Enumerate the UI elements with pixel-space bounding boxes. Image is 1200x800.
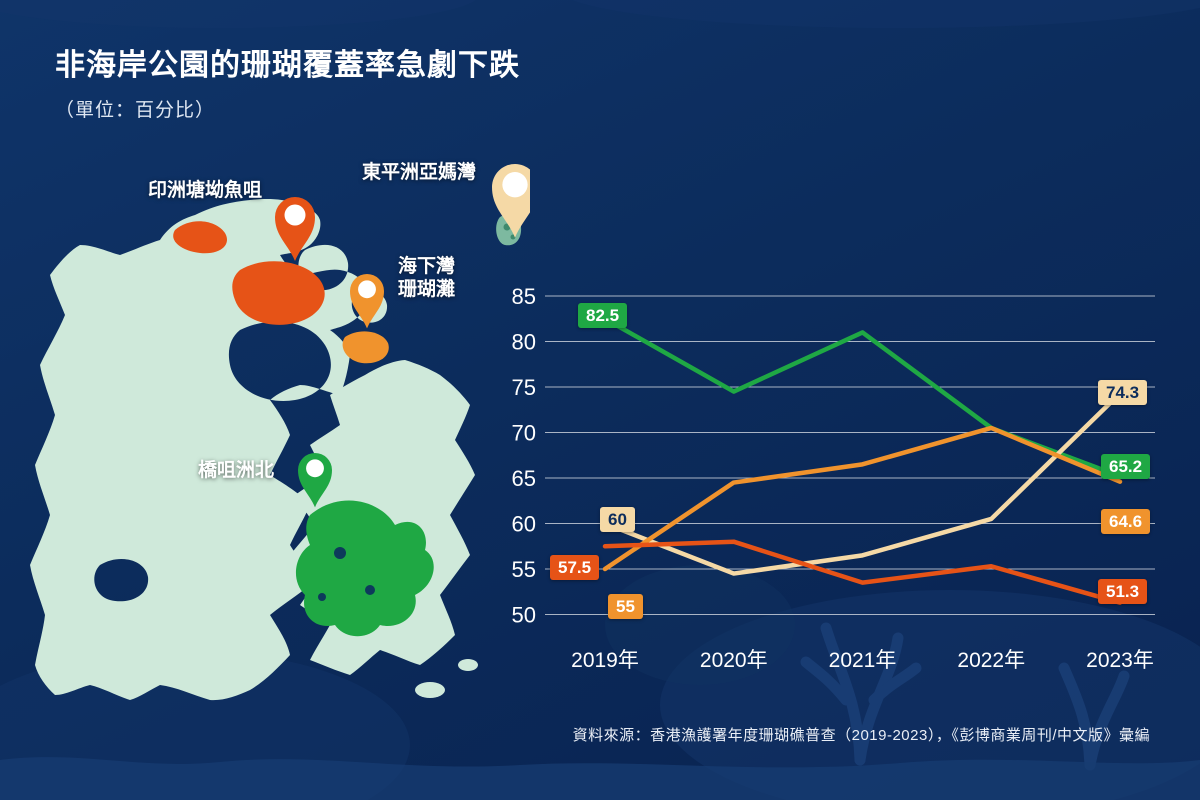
data-label-green-2019: 82.5 bbox=[578, 303, 628, 328]
y-tick-label: 85 bbox=[512, 285, 536, 309]
map-patch-green bbox=[295, 500, 434, 637]
pin-dot bbox=[284, 204, 306, 226]
pin-dot bbox=[358, 280, 376, 299]
map-patch-speckle bbox=[318, 593, 326, 601]
y-tick-label: 55 bbox=[512, 557, 536, 582]
series-line-印洲塘坳魚咀 bbox=[602, 539, 1123, 605]
map-label-hoi-ha-wan-line1: 海下灣 bbox=[398, 256, 456, 277]
map-pin-kiu-tsui-north bbox=[298, 453, 332, 508]
map-svg bbox=[30, 164, 530, 701]
pin-dot bbox=[306, 459, 324, 478]
chart-svg: 85 80 75 70 65 60 55 50 2019年 2020年 2021年 2022年 2023… bbox=[512, 285, 1155, 672]
x-tick-label: 2023年 bbox=[1086, 649, 1154, 672]
data-label-orange-2019: 55 bbox=[608, 594, 643, 619]
data-label-orange-2023: 64.6 bbox=[1101, 509, 1151, 534]
map-label-tung-ping-chau: 東平洲亞媽灣 bbox=[362, 162, 477, 183]
data-label-green-2023: 65.2 bbox=[1101, 454, 1151, 479]
map-patch-speckle bbox=[365, 585, 375, 595]
source-note: 資料來源：香港漁護署年度珊瑚礁普查（2019-2023），《彭博商業周刊/中文版… bbox=[572, 727, 1150, 744]
x-tick-label: 2022年 bbox=[957, 649, 1025, 672]
x-tick-label: 2019年 bbox=[571, 649, 639, 672]
map-patch-speckle bbox=[334, 547, 346, 559]
y-tick-label: 75 bbox=[512, 375, 536, 400]
map-label-hoi-ha-wan: 海下灣 珊瑚灘 bbox=[398, 255, 455, 301]
header: 非海岸公園的珊瑚覆蓋率急劇下跌 （單位：百分比） bbox=[55, 40, 520, 122]
map-pin-yan-chau-tong bbox=[275, 197, 315, 261]
map-patch-orange-2 bbox=[232, 261, 325, 325]
map-islet bbox=[415, 682, 445, 698]
y-tick-label: 50 bbox=[512, 603, 536, 628]
pin-dot bbox=[502, 172, 528, 198]
map-pin-hoi-ha-wan bbox=[350, 274, 384, 329]
series-line-海下灣珊瑚灘 bbox=[602, 425, 1123, 572]
map-label-yan-chau-tong: 印洲塘坳魚咀 bbox=[148, 180, 263, 201]
y-tick-label: 60 bbox=[512, 512, 536, 537]
map-patch-orange-1 bbox=[173, 221, 228, 254]
y-tick-label: 65 bbox=[512, 466, 536, 491]
map-label-hoi-ha-wan-line2: 珊瑚灘 bbox=[398, 279, 456, 300]
series-line-橋咀洲北 bbox=[602, 316, 1123, 479]
page-title: 非海岸公園的珊瑚覆蓋率急劇下跌 bbox=[55, 49, 520, 82]
page-subtitle: （單位：百分比） bbox=[55, 100, 216, 121]
data-label-red-2019: 57.5 bbox=[550, 555, 600, 580]
coral-coverage-line-chart: 85 80 75 70 65 60 55 50 2019年 2020年 2021年 2022年 2023… bbox=[500, 285, 1160, 685]
y-tick-label: 70 bbox=[512, 421, 536, 446]
map-label-kiu-tsui-north: 橋咀洲北 bbox=[198, 460, 275, 481]
series-line-東平洲亞媽灣 bbox=[602, 391, 1123, 576]
data-label-cream-2023: 74.3 bbox=[1098, 380, 1148, 405]
map-islet bbox=[458, 659, 478, 671]
data-label-red-2023: 51.3 bbox=[1098, 579, 1148, 604]
hong-kong-map: 印洲塘坳魚咀 東平洲亞媽灣 海下灣 珊瑚灘 橋咀洲北 bbox=[10, 145, 530, 705]
x-tick-label: 2020年 bbox=[700, 649, 768, 672]
map-pin-tung-ping-chau bbox=[492, 164, 530, 238]
data-label-cream-2019: 60 bbox=[600, 507, 635, 532]
y-tick-label: 80 bbox=[512, 330, 536, 355]
x-tick-label: 2021年 bbox=[829, 649, 897, 672]
map-patch-orange-3 bbox=[342, 331, 389, 364]
